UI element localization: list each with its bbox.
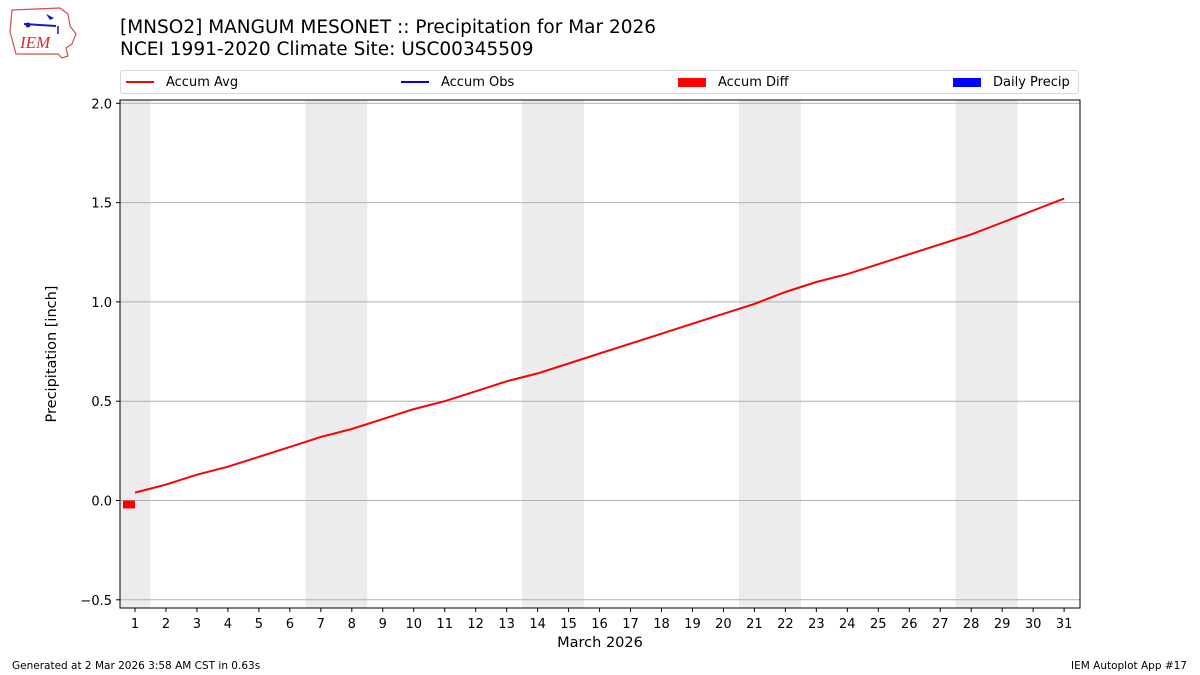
title-line-2: NCEI 1991-2020 Climate Site: USC00345509 bbox=[120, 39, 534, 60]
x-tick-label: 28 bbox=[963, 617, 980, 632]
weekend-shading bbox=[305, 100, 368, 608]
x-tick-label: 20 bbox=[715, 617, 732, 632]
y-tick-label: 1.0 bbox=[91, 296, 112, 311]
weekend-shading bbox=[119, 100, 151, 608]
x-tick-label: 31 bbox=[1056, 617, 1073, 632]
legend-line-red bbox=[126, 81, 154, 83]
x-tick-label: 19 bbox=[684, 617, 701, 632]
x-axis-label: March 2026 bbox=[557, 635, 643, 651]
weekend-shading bbox=[955, 100, 1018, 608]
x-tick-label: 8 bbox=[348, 617, 356, 632]
x-tick-label: 1 bbox=[131, 617, 139, 632]
legend-line-blue bbox=[401, 81, 429, 83]
x-tick-label: 26 bbox=[901, 617, 918, 632]
x-tick-label: 15 bbox=[560, 617, 577, 632]
chart-title: [MNSO2] MANGUM MESONET :: Precipitation … bbox=[120, 17, 656, 61]
svg-text:IEM: IEM bbox=[19, 33, 51, 52]
x-tick-label: 6 bbox=[286, 617, 294, 632]
accum-diff-bar bbox=[123, 500, 135, 509]
x-tick-label: 12 bbox=[467, 617, 484, 632]
y-axis-label: Precipitation [inch] bbox=[44, 285, 60, 423]
x-tick-label: 24 bbox=[839, 617, 856, 632]
accum-avg-line bbox=[134, 197, 1065, 494]
x-tick-label: 29 bbox=[994, 617, 1011, 632]
x-tick-label: 25 bbox=[870, 617, 887, 632]
legend-item-daily-precip: Daily Precip bbox=[953, 74, 1070, 90]
weekend-shading bbox=[738, 100, 801, 608]
x-tick-label: 18 bbox=[653, 617, 670, 632]
x-tick-label: 7 bbox=[317, 617, 325, 632]
x-tick-label: 13 bbox=[498, 617, 515, 632]
x-tick-label: 2 bbox=[162, 617, 170, 632]
y-tick-label: 0.5 bbox=[91, 395, 112, 410]
x-tick-label: 27 bbox=[932, 617, 949, 632]
x-tick-label: 14 bbox=[529, 617, 546, 632]
x-tick-label: 11 bbox=[436, 617, 453, 632]
y-tick-label: 2.0 bbox=[91, 97, 112, 112]
x-tick-label: 5 bbox=[255, 617, 263, 632]
y-tick-label: 1.5 bbox=[91, 197, 112, 212]
legend: Accum Avg Accum Obs Accum Diff Daily Pre… bbox=[120, 70, 1079, 94]
x-tick-label: 10 bbox=[405, 617, 422, 632]
legend-item-accum-obs: Accum Obs bbox=[401, 74, 514, 90]
x-tick-label: 3 bbox=[193, 617, 201, 632]
x-tick-label: 21 bbox=[746, 617, 763, 632]
x-tick-label: 17 bbox=[622, 617, 639, 632]
x-tick-label: 4 bbox=[224, 617, 232, 632]
x-tick-label: 16 bbox=[591, 617, 608, 632]
x-tick-label: 9 bbox=[379, 617, 387, 632]
y-tick-label: 0.0 bbox=[91, 495, 112, 510]
legend-item-accum-diff: Accum Diff bbox=[678, 74, 789, 90]
x-tick-label: 22 bbox=[777, 617, 794, 632]
legend-item-accum-avg: Accum Avg bbox=[126, 74, 238, 90]
x-tick-label: 23 bbox=[808, 617, 825, 632]
iem-logo: IEM bbox=[8, 4, 80, 60]
legend-patch-red bbox=[678, 77, 706, 87]
legend-patch-blue bbox=[953, 77, 981, 87]
weekend-shading bbox=[522, 100, 585, 608]
app-credit: IEM Autoplot App #17 bbox=[1071, 660, 1187, 672]
generated-timestamp: Generated at 2 Mar 2026 3:58 AM CST in 0… bbox=[12, 660, 261, 672]
title-line-1: [MNSO2] MANGUM MESONET :: Precipitation … bbox=[120, 17, 657, 38]
y-tick-label: −0.5 bbox=[80, 594, 112, 609]
x-tick-label: 30 bbox=[1025, 617, 1042, 632]
